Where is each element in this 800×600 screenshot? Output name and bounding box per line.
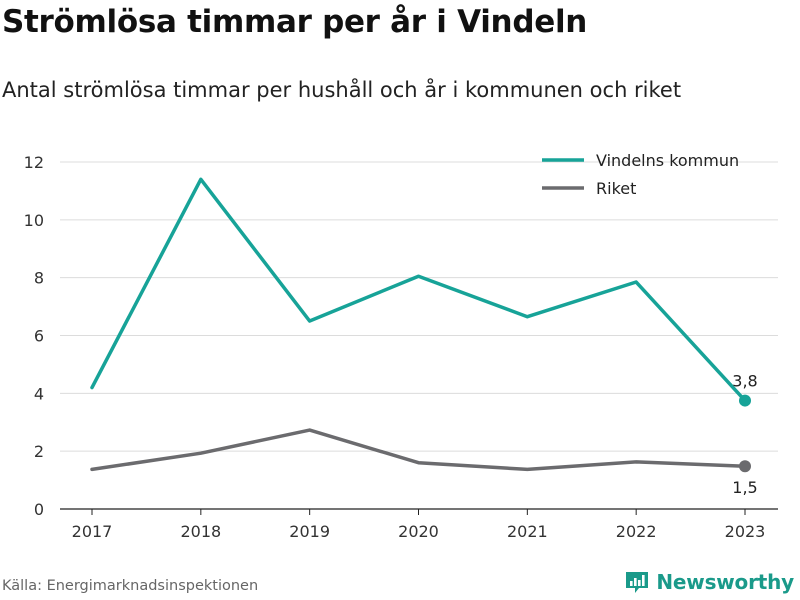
legend-label: Vindelns kommun xyxy=(596,151,739,170)
series-line-1 xyxy=(90,177,747,403)
end-value-label: 1,5 xyxy=(732,478,757,497)
y-tick-label: 10 xyxy=(24,211,44,230)
x-tick-label: 2017 xyxy=(72,522,113,541)
x-tick-label: 2021 xyxy=(507,522,548,541)
x-tick-label: 2023 xyxy=(725,522,766,541)
x-tick-label: 2022 xyxy=(616,522,657,541)
series-line-2 xyxy=(90,428,747,472)
end-point-marker xyxy=(739,460,751,473)
y-tick-label: 6 xyxy=(34,327,44,346)
chart-subtitle: Antal strömlösa timmar per hushåll och å… xyxy=(2,78,682,102)
y-tick-label: 4 xyxy=(34,384,44,403)
y-tick-label: 2 xyxy=(34,442,44,461)
end-point-marker xyxy=(739,394,751,407)
brand-logo: Newsworthy xyxy=(624,569,794,595)
y-tick-label: 12 xyxy=(24,153,44,172)
brand-name: Newsworthy xyxy=(656,570,794,594)
end-value-label: 3,8 xyxy=(732,372,757,391)
y-tick-label: 8 xyxy=(34,269,44,288)
source-note: Källa: Energimarknadsinspektionen xyxy=(2,578,259,594)
newsworthy-logo-icon xyxy=(626,572,649,593)
x-tick-label: 2019 xyxy=(289,522,330,541)
x-tick-label: 2018 xyxy=(180,522,221,541)
x-tick-label: 2020 xyxy=(398,522,439,541)
chart-title: Strömlösa timmar per år i Vindeln xyxy=(2,4,588,40)
legend-label: Riket xyxy=(596,179,636,198)
y-tick-label: 0 xyxy=(34,500,44,519)
